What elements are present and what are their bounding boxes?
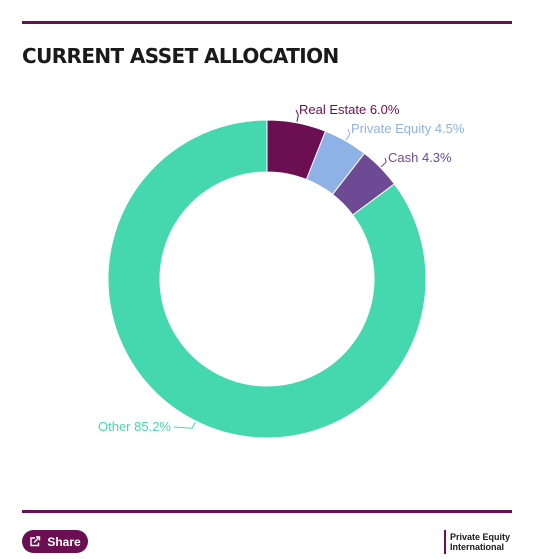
leader-other — [173, 421, 196, 429]
label-leaders — [173, 109, 387, 429]
donut-chart: Real Estate 6.0% Private Equity 4.5% Cash … — [98, 102, 465, 439]
label-real-estate: Real Estate 6.0% — [299, 102, 400, 117]
bottom-divider — [22, 510, 512, 513]
share-button-label: Share — [47, 534, 81, 549]
slice-labels: Real Estate 6.0% Private Equity 4.5% Cash … — [98, 102, 465, 434]
brand-line-2: International — [450, 542, 505, 552]
donut-slices — [107, 119, 427, 439]
share-icon — [30, 536, 41, 547]
brand-logo[interactable]: Private Equity International — [444, 530, 510, 554]
slice-other[interactable] — [107, 119, 427, 439]
leader-real-estate — [295, 109, 299, 122]
chart-title: CURRENT ASSET ALLOCATION — [22, 44, 339, 68]
top-divider — [22, 21, 512, 24]
label-cash: Cash 4.3% — [388, 150, 452, 165]
label-private-equity: Private Equity 4.5% — [351, 121, 465, 136]
leader-private-equity — [345, 128, 351, 141]
brand-line-1: Private Equity — [450, 532, 511, 542]
leader-cash — [380, 157, 387, 168]
share-button[interactable]: Share — [22, 530, 88, 553]
label-other: Other 85.2% — [98, 419, 171, 434]
